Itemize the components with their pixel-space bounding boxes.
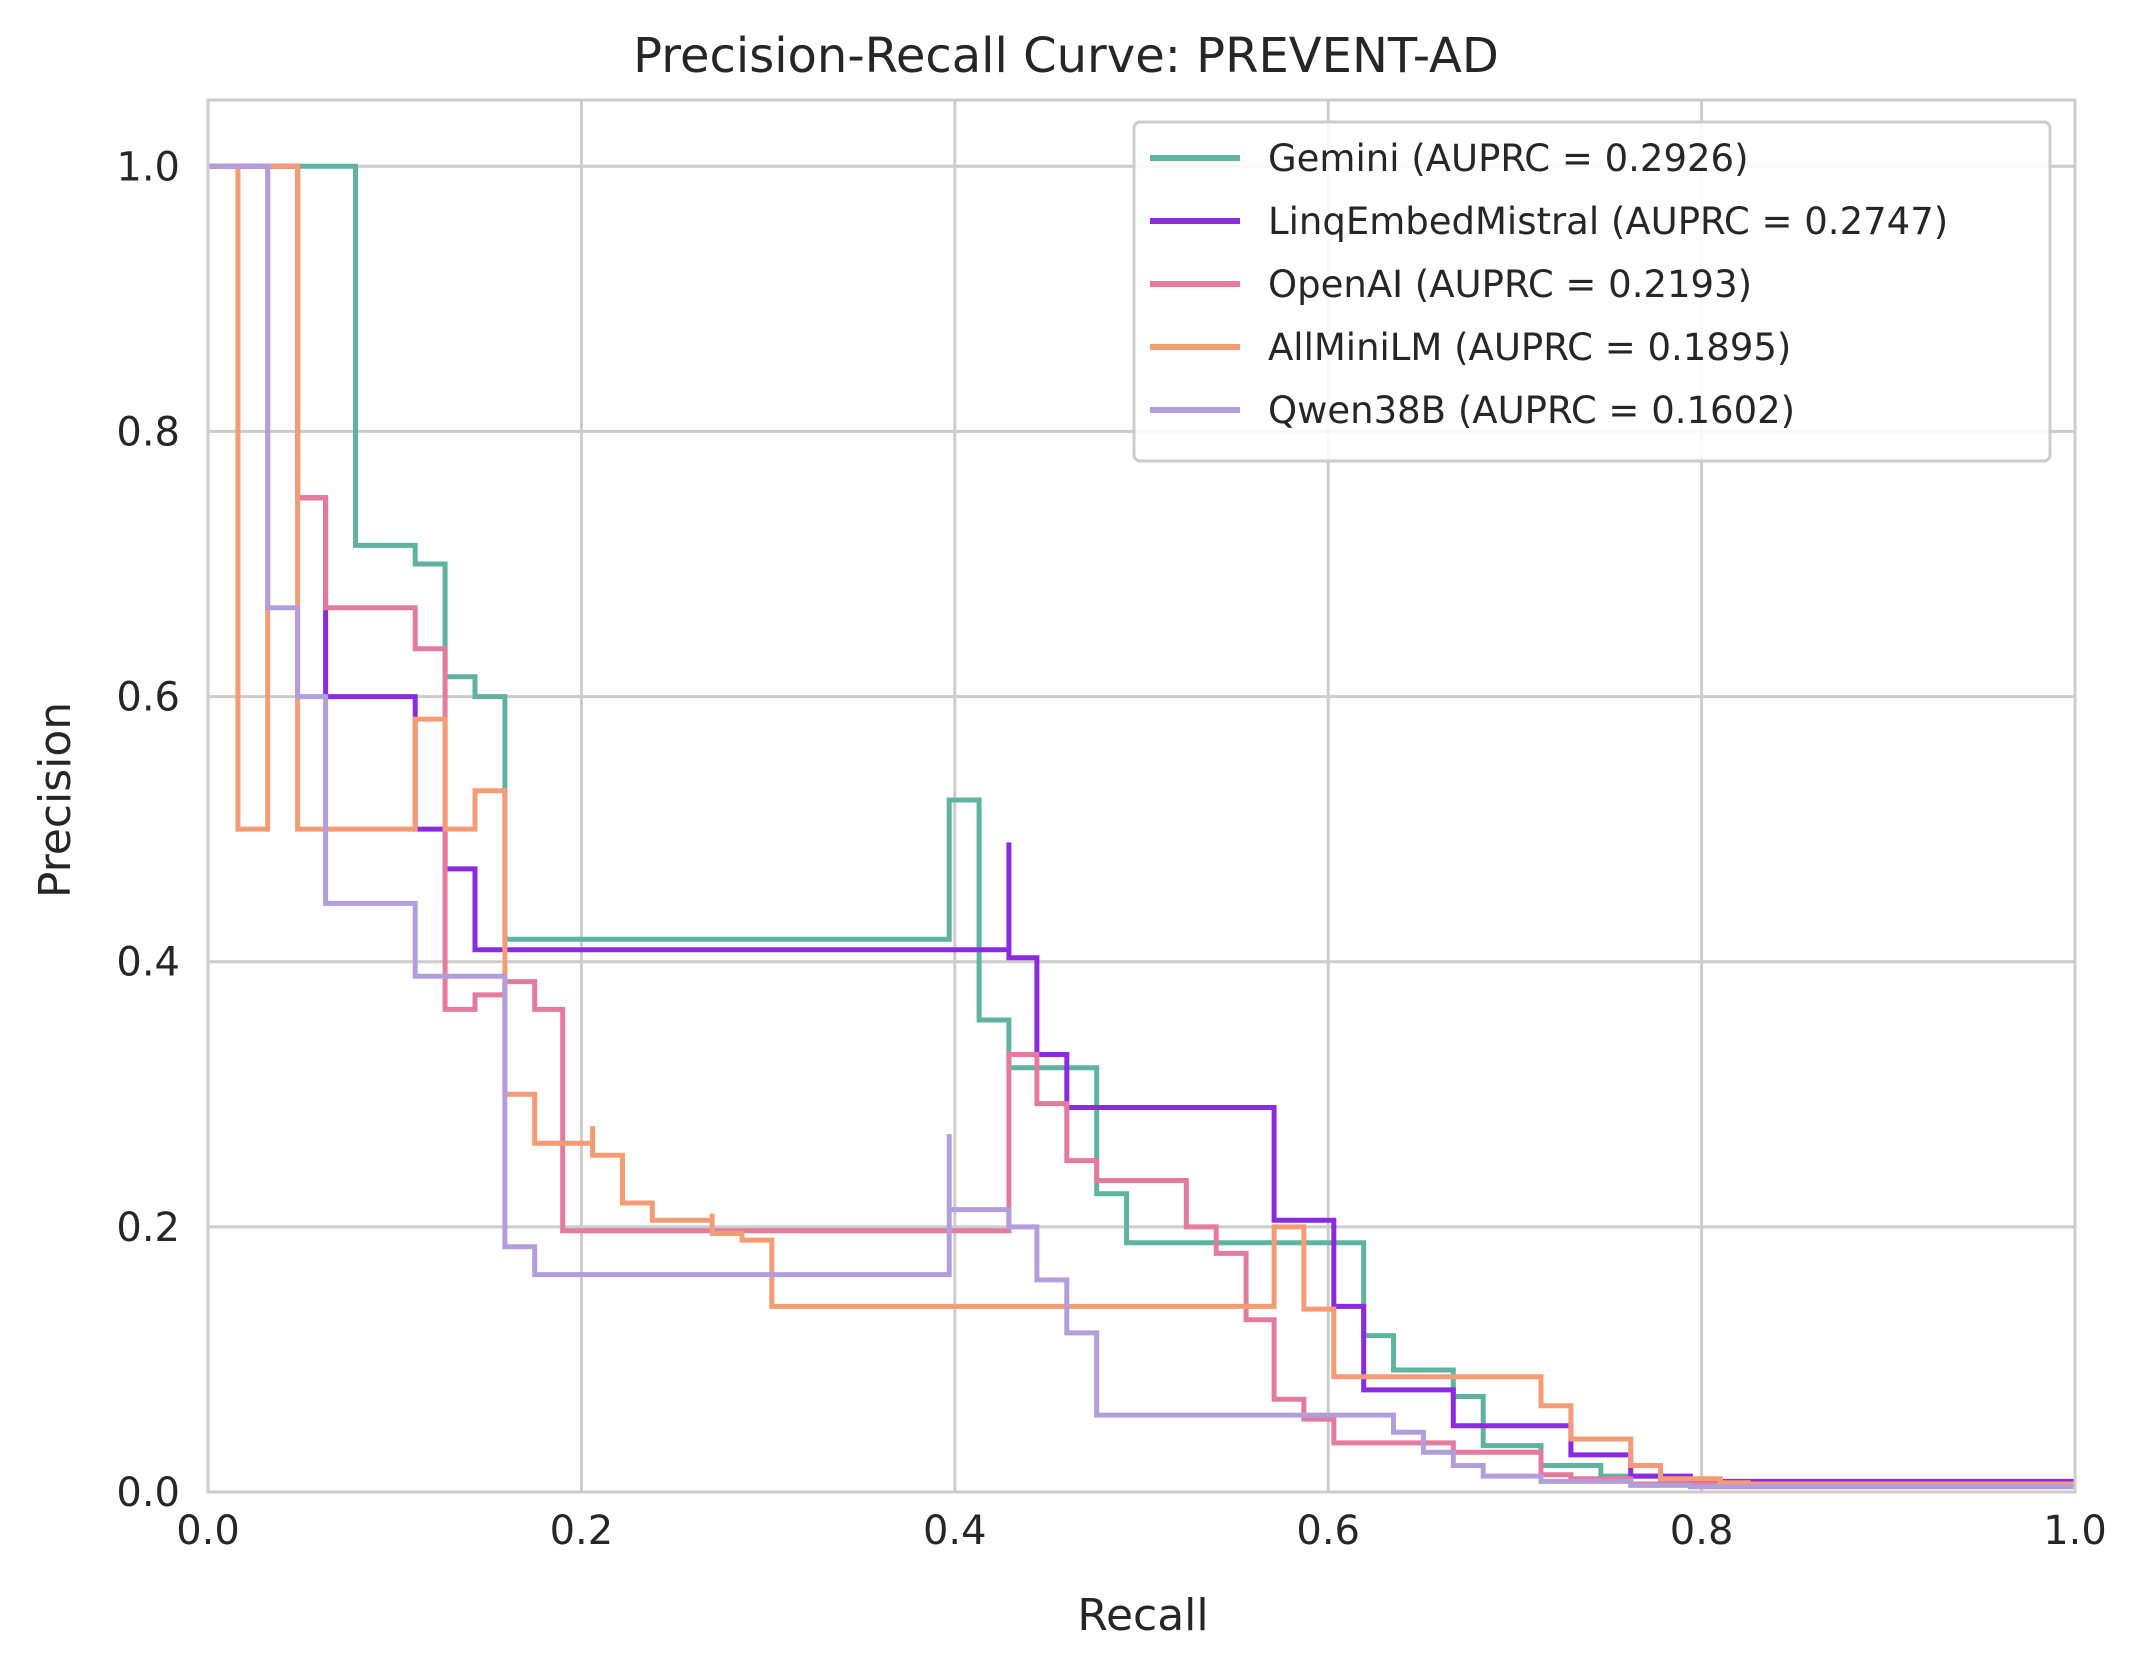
legend-label: LinqEmbedMistral (AUPRC = 0.2747)	[1268, 200, 1948, 243]
legend: Gemini (AUPRC = 0.2926) LinqEmbedMistral …	[1132, 120, 2052, 463]
legend-label: Qwen38B (AUPRC = 0.1602)	[1268, 389, 1795, 432]
x-tick-label: 1.0	[2043, 1508, 2107, 1554]
series-layer	[208, 163, 2075, 1490]
x-axis-label: Recall	[1077, 1590, 1208, 1641]
y-tick-label: 0.0	[116, 1470, 180, 1516]
chart-title: Precision-Recall Curve: PREVENT-AD	[633, 28, 1499, 84]
legend-label: OpenAI (AUPRC = 0.2193)	[1268, 263, 1752, 306]
x-tick-label: 0.0	[176, 1508, 240, 1554]
y-tick-label: 0.6	[116, 675, 180, 721]
legend-box	[1132, 120, 2052, 463]
y-tick-label: 0.8	[116, 409, 180, 455]
x-tick-label: 0.6	[1296, 1508, 1360, 1554]
series-line-4	[208, 163, 2075, 1490]
series-line-3	[208, 163, 2075, 1487]
series-line-0	[208, 163, 2075, 1487]
plot-frame	[206, 98, 2077, 1494]
x-tick-label: 0.8	[1670, 1508, 1734, 1554]
tick-labels: 0.0 0.2 0.4 0.6 0.8 1.0 0.0 0.2 0.4 0.6 0.8 1.0	[116, 144, 2106, 1554]
legend-label: AllMiniLM (AUPRC = 0.1895)	[1268, 326, 1791, 369]
x-tick-label: 0.2	[550, 1508, 614, 1554]
y-tick-label: 0.4	[116, 940, 180, 986]
y-tick-label: 0.2	[116, 1205, 180, 1251]
y-axis-label: Precision	[30, 702, 81, 898]
y-tick-label: 1.0	[116, 144, 180, 190]
x-tick-label: 0.4	[923, 1508, 987, 1554]
legend-label: Gemini (AUPRC = 0.2926)	[1268, 137, 1749, 180]
